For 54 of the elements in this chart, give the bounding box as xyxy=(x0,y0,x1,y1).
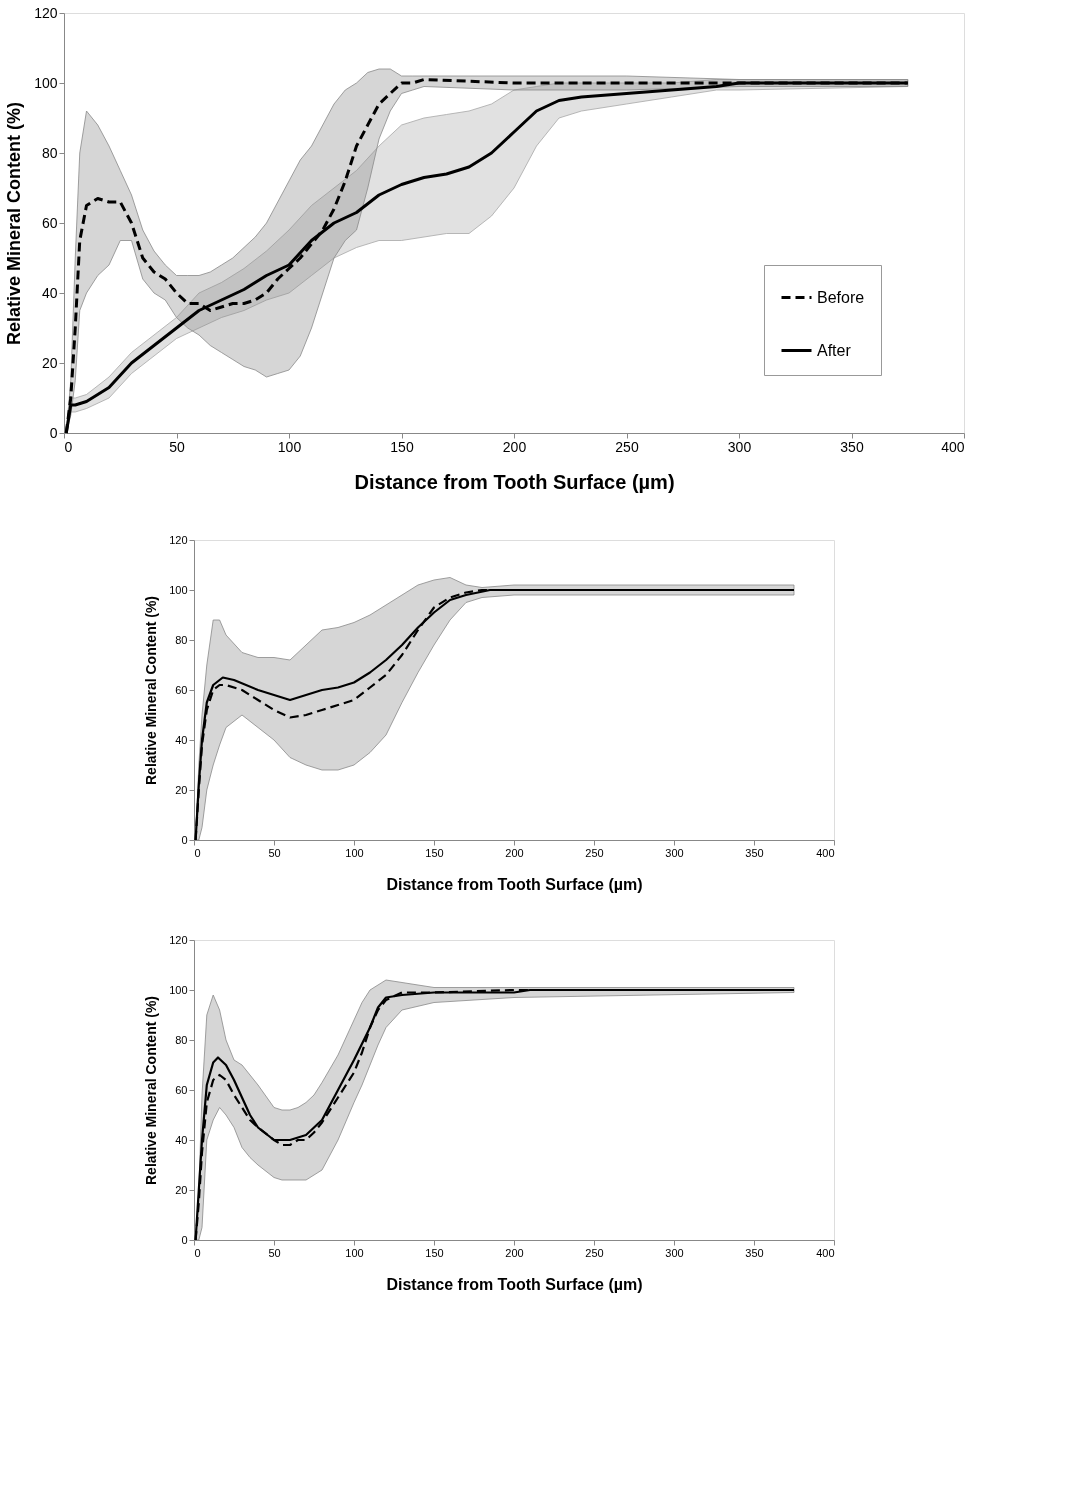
y-tick-label: 120 xyxy=(34,4,58,21)
y-tick-label: 120 xyxy=(169,533,188,546)
y-tick-label: 20 xyxy=(41,354,58,371)
x-tick-label: 350 xyxy=(745,1246,764,1259)
x-axis-title: Distance from Tooth Surface (µm) xyxy=(386,1275,643,1293)
x-axis-title: Distance from Tooth Surface (µm) xyxy=(386,875,643,893)
x-tick-label: 50 xyxy=(169,438,185,455)
x-tick-label: 100 xyxy=(345,846,364,859)
x-tick-label: 300 xyxy=(727,438,752,455)
x-tick-label: 100 xyxy=(345,1246,364,1259)
x-tick-label: 150 xyxy=(425,1246,444,1259)
y-tick-label: 0 xyxy=(49,424,58,441)
x-tick-label: 200 xyxy=(505,1246,524,1259)
y-tick-label: 60 xyxy=(41,214,58,231)
x-tick-label: 400 xyxy=(941,438,965,455)
y-axis-title: Relative Mineral Content (%) xyxy=(4,101,25,346)
y-tick-label: 120 xyxy=(169,933,188,946)
x-tick-label: 100 xyxy=(277,438,302,455)
y-tick-label: 0 xyxy=(181,833,188,846)
x-tick-label: 0 xyxy=(194,846,201,859)
y-tick-label: 80 xyxy=(175,1033,188,1046)
x-tick-label: 250 xyxy=(615,438,639,455)
x-tick-label: 150 xyxy=(390,438,414,455)
x-tick-label: 150 xyxy=(425,846,444,859)
y-axis-title: Relative Mineral Content (%) xyxy=(143,995,160,1186)
y-tick-label: 80 xyxy=(41,144,58,161)
x-tick-label: 350 xyxy=(840,438,864,455)
y-tick-label: 40 xyxy=(41,284,58,301)
x-tick-label: 200 xyxy=(505,846,524,859)
y-axis-title: Relative Mineral Content (%) xyxy=(143,595,160,786)
x-tick-label: 300 xyxy=(665,846,684,859)
x-tick-label: 50 xyxy=(268,846,281,859)
x-axis-title: Distance from Tooth Surface (µm) xyxy=(354,470,675,493)
y-tick-label: 100 xyxy=(34,74,58,91)
x-tick-label: 0 xyxy=(194,1246,201,1259)
x-tick-label: 250 xyxy=(585,846,604,859)
y-tick-label: 60 xyxy=(175,683,188,696)
x-tick-label: 350 xyxy=(745,846,764,859)
y-tick-label: 60 xyxy=(175,1083,188,1096)
y-tick-label: 20 xyxy=(175,1183,188,1196)
y-tick-label: 40 xyxy=(175,1133,188,1146)
y-tick-label: 80 xyxy=(175,633,188,646)
x-tick-label: 250 xyxy=(585,1246,604,1259)
x-tick-label: 200 xyxy=(502,438,527,455)
y-tick-label: 0 xyxy=(181,1233,188,1246)
y-tick-label: 20 xyxy=(175,783,188,796)
y-tick-label: 100 xyxy=(169,983,188,996)
y-tick-label: 40 xyxy=(175,733,188,746)
x-tick-label: 400 xyxy=(816,846,835,859)
y-tick-label: 100 xyxy=(169,583,188,596)
x-tick-label: 0 xyxy=(64,438,73,455)
x-tick-label: 400 xyxy=(816,1246,835,1259)
x-tick-label: 300 xyxy=(665,1246,684,1259)
x-tick-label: 50 xyxy=(268,1246,281,1259)
